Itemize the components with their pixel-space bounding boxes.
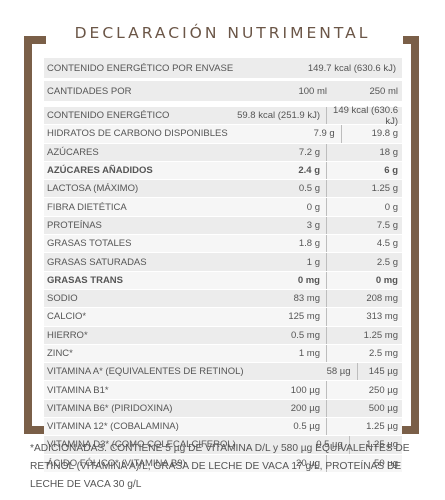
value-250ml: 18 g <box>379 146 399 158</box>
value-250ml: 208 mg <box>366 293 398 305</box>
nutrient-label: VITAMINA A* (EQUIVALENTES DE RETINOL) <box>47 366 244 378</box>
footnote: *ADICIONADAS. CONTIENE 5 µg DE VITAMINA … <box>30 443 410 490</box>
nutrient-label: VITAMINA D3* (COMO COLECALCIFEROL) <box>47 439 236 451</box>
nutrient-label: VITAMINA B6* (PIRIDOXINA) <box>47 402 173 414</box>
value-100ml: 0.5 µg <box>213 418 327 436</box>
nutrient-label: PROTEÍNAS <box>47 219 102 231</box>
value-100ml: 3 g <box>213 216 327 235</box>
value-250ml: 19.8 g <box>371 128 398 140</box>
nutrition-table: CONTENIDO ENERGÉTICO POR ENVASE 149.7 kc… <box>44 58 402 473</box>
value-100ml: 0 g <box>213 198 327 216</box>
value-100ml: 83 mg <box>213 289 327 308</box>
nutrient-label: CONTENIDO ENERGÉTICO <box>47 110 170 122</box>
nutrient-row: VITAMINA A* (EQUIVALENTES DE RETINOL) 58 … <box>44 363 402 382</box>
value-250ml: 1.25 µg <box>366 421 398 433</box>
value-100ml: 1 mg <box>213 344 327 363</box>
portions-row: CANTIDADES POR 100 ml 250 ml <box>44 81 402 101</box>
value-100ml: 0.5 µg <box>236 436 350 454</box>
nutrient-rows: CONTENIDO ENERGÉTICO 59.8 kcal (251.9 kJ)… <box>44 104 402 473</box>
value-250ml: 4.5 g <box>376 238 398 250</box>
value-100ml: 7.2 g <box>213 143 327 161</box>
nutrient-row: VITAMINA 12* (COBALAMINA) 0.5 µg 1.25 µg <box>44 418 402 437</box>
nutrient-label: ZINC* <box>47 348 73 359</box>
nutrient-label: HIERRO* <box>47 329 88 341</box>
value-100ml: 0.5 mg <box>213 326 327 344</box>
nutrient-label: ÁCIDO FÓLICO* (VITAMINA B9) <box>47 457 186 469</box>
nutrient-row: FIBRA DIETÉTICA 0 g 0 g <box>44 198 402 217</box>
nutrient-row: PROTEÍNAS 3 g 7.5 g <box>44 216 402 236</box>
nutrient-row: VITAMINA D3* (COMO COLECALCIFEROL) 0.5 µg… <box>44 436 402 455</box>
value-250ml: 2.5 mg <box>368 348 398 359</box>
value-100ml: 58 µg <box>244 363 358 381</box>
nutrient-row: GRASAS TRANS 0 mg 0 mg <box>44 271 402 290</box>
nutrient-row: GRASAS TOTALES 1.8 g 4.5 g <box>44 235 402 254</box>
nutrient-label: LACTOSA (MÁXIMO) <box>47 183 139 195</box>
energy-per-package-value: 149.7 kcal (630.6 kJ) <box>307 62 396 74</box>
value-250ml: 0 mg <box>375 274 398 286</box>
nutrient-label: VITAMINA B1* <box>47 384 109 396</box>
nutrient-row: CONTENIDO ENERGÉTICO 59.8 kcal (251.9 kJ)… <box>44 104 402 127</box>
title-text: DECLARACIÓN NUTRIMENTAL <box>68 24 377 42</box>
value-250ml: 6 g <box>384 165 398 177</box>
value-250ml: 2.5 g <box>376 256 398 268</box>
nutrient-row: ÁCIDO FÓLICO* (VITAMINA B9) 20 µg 50 µg <box>44 454 402 473</box>
nutrient-label: GRASAS TOTALES <box>47 238 132 250</box>
nutrient-row: SODIO 83 mg 208 mg <box>44 289 402 309</box>
value-250ml: 149 kcal (630.6 kJ) <box>333 104 398 127</box>
value-100ml: 125 mg <box>213 308 327 326</box>
nutrient-row: HIDRATOS DE CARBONO DISPONIBLES 7.9 g 19.8… <box>44 125 402 144</box>
value-250ml: 7.5 g <box>376 219 398 231</box>
value-250ml: 145 µg <box>368 366 398 378</box>
frame-left <box>24 36 32 434</box>
nutrient-label: FIBRA DIETÉTICA <box>47 201 127 213</box>
value-250ml: 500 µg <box>368 402 398 414</box>
value-100ml: 2.4 g <box>213 161 327 180</box>
nutrient-row: ZINC* 1 mg 2.5 mg <box>44 344 402 364</box>
value-250ml: 1.25 g <box>371 183 398 195</box>
energy-per-package-label: CONTENIDO ENERGÉTICO POR ENVASE <box>47 62 234 74</box>
nutrient-row: VITAMINA B1* 100 µg 250 µg <box>44 381 402 400</box>
value-250ml: 50 µg <box>374 457 398 469</box>
value-100ml: 7.9 g <box>228 125 342 143</box>
col1-header: 100 ml <box>298 85 327 97</box>
frame-right <box>411 36 419 434</box>
nutrient-label: GRASAS TRANS <box>47 274 124 286</box>
value-100ml: 1 g <box>213 253 327 271</box>
value-100ml: 0 mg <box>213 271 327 289</box>
value-250ml: 1.25 µg <box>366 439 398 451</box>
nutrient-row: HIERRO* 0.5 mg 1.25 mg <box>44 326 402 345</box>
nutrient-label: GRASAS SATURADAS <box>47 256 147 268</box>
value-100ml: 100 µg <box>213 381 327 399</box>
nutrient-label: AZÚCARES AÑADIDOS <box>47 165 153 177</box>
energy-per-package-row: CONTENIDO ENERGÉTICO POR ENVASE 149.7 kc… <box>44 58 402 78</box>
portions-label: CANTIDADES POR <box>47 85 132 97</box>
value-100ml: 59.8 kcal (251.9 kJ) <box>213 107 327 125</box>
value-250ml: 0 g <box>384 201 398 213</box>
value-250ml: 1.25 mg <box>363 329 398 341</box>
value-100ml: 20 µg <box>213 454 327 472</box>
nutrient-label: HIDRATOS DE CARBONO DISPONIBLES <box>47 128 228 140</box>
nutrient-row: LACTOSA (MÁXIMO) 0.5 g 1.25 g <box>44 180 402 199</box>
nutrient-row: AZÚCARES AÑADIDOS 2.4 g 6 g <box>44 161 402 181</box>
nutrient-label: AZÚCARES <box>47 146 99 158</box>
value-250ml: 313 mg <box>366 311 398 323</box>
value-100ml: 0.5 g <box>213 180 327 198</box>
nutrient-row: VITAMINA B6* (PIRIDOXINA) 200 µg 500 µg <box>44 399 402 419</box>
nutrient-label: CALCIO* <box>47 311 87 323</box>
col2-header: 250 ml <box>369 85 398 97</box>
value-100ml: 200 µg <box>213 399 327 418</box>
value-250ml: 250 µg <box>368 384 398 396</box>
nutrient-row: AZÚCARES 7.2 g 18 g <box>44 143 402 162</box>
nutrient-row: GRASAS SATURADAS 1 g 2.5 g <box>44 253 402 272</box>
nutrient-label: VITAMINA 12* (COBALAMINA) <box>47 421 179 433</box>
nutrient-row: CALCIO* 125 mg 313 mg <box>44 308 402 327</box>
frame-top-left <box>24 36 46 44</box>
value-100ml: 1.8 g <box>213 235 327 253</box>
nutrition-title: DECLARACIÓN NUTRIMENTAL <box>0 24 445 42</box>
nutrient-label: SODIO <box>47 293 78 305</box>
